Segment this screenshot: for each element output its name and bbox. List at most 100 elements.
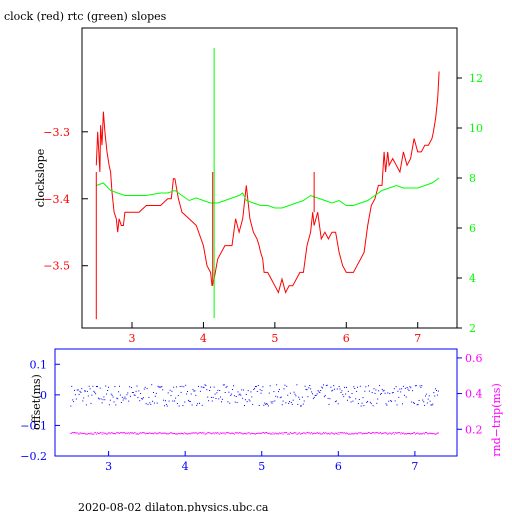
scatter-point-offset [423,401,425,403]
scatter-point-offset [348,396,350,398]
scatter-point-rnd-trip [161,433,163,435]
scatter-point-offset [164,405,165,407]
scatter-point-rnd-trip [101,433,103,435]
scatter-point-rnd-trip [83,433,85,434]
scatter-point-rnd-trip [162,432,164,434]
scatter-point-offset [97,397,99,399]
scatter-point-rnd-trip [405,433,407,435]
scatter-point-rnd-trip [177,432,179,434]
scatter-point-offset [213,386,215,388]
scatter-point-offset [379,385,381,387]
scatter-point-offset [142,398,143,400]
scatter-point-offset [119,385,120,387]
scatter-point-rnd-trip [149,432,151,434]
scatter-point-offset [305,388,307,390]
scatter-point-rnd-trip [244,432,245,434]
scatter-point-offset [419,385,421,387]
scatter-point-offset [85,390,86,392]
scatter-point-offset [175,397,177,399]
scatter-point-offset [200,386,202,388]
scatter-point-rnd-trip [77,433,79,435]
scatter-point-offset [331,390,333,392]
scatter-point-rnd-trip [284,432,286,434]
scatter-point-rnd-trip [182,432,184,434]
scatter-point-offset [198,385,199,387]
scatter-point-rnd-trip [88,433,90,435]
scatter-point-rnd-trip [258,432,260,434]
scatter-point-offset [92,385,94,387]
scatter-point-rnd-trip [232,432,233,434]
scatter-point-rnd-trip [198,432,199,434]
scatter-point-offset [327,397,329,399]
scatter-point-offset [217,389,219,391]
scatter-point-offset [134,394,136,396]
scatter-point-offset [352,400,354,402]
scatter-point-rnd-trip [247,432,249,434]
scatter-point-offset [89,388,91,390]
scatter-point-rnd-trip [142,432,143,434]
scatter-point-offset [143,388,145,390]
top-frame [81,27,458,329]
scatter-point-offset [307,396,309,398]
scatter-point-rnd-trip [391,433,392,435]
scatter-point-rnd-trip [132,432,134,434]
scatter-point-offset [427,398,429,400]
scatter-point-offset [343,396,345,398]
scatter-point-offset [398,396,400,398]
scatter-point-offset [110,393,112,395]
scatter-point-offset [387,392,389,394]
scatter-point-rnd-trip [165,433,167,435]
scatter-point-offset [162,389,164,391]
scatter-point-rnd-trip [230,433,232,435]
scatter-point-offset [264,402,266,404]
scatter-point-rnd-trip [393,433,395,435]
scatter-point-rnd-trip [391,432,393,434]
scatter-point-offset [249,400,251,402]
scatter-point-rnd-trip [289,432,291,433]
scatter-point-rnd-trip [416,432,418,434]
scatter-point-offset [406,387,408,388]
scatter-point-rnd-trip [147,433,149,434]
scatter-point-rnd-trip [173,433,175,435]
scatter-point-offset [104,399,106,401]
scatter-point-rnd-trip [339,432,341,434]
scatter-point-offset [413,402,414,404]
scatter-point-rnd-trip [210,432,211,434]
scatter-point-rnd-trip [163,432,165,434]
scatter-point-rnd-trip [264,432,266,434]
scatter-point-offset [377,398,379,400]
scatter-point-rnd-trip [302,432,304,434]
scatter-point-offset [382,390,384,392]
scatter-point-offset [209,390,211,391]
scatter-point-offset [180,391,182,393]
scatter-point-offset [133,394,135,396]
scatter-point-rnd-trip [300,433,302,435]
scatter-point-offset [400,391,402,393]
scatter-point-offset [187,391,188,392]
y-tick-label-bottom-0: 0 [40,389,47,402]
scatter-point-rnd-trip [193,432,195,434]
scatter-point-rnd-trip [119,432,120,434]
scatter-point-offset [418,400,420,401]
scatter-point-offset [426,402,428,404]
scatter-point-offset [335,400,337,402]
scatter-point-rnd-trip [399,432,401,434]
scatter-point-offset [434,395,436,397]
scatter-point-offset [99,387,101,389]
scatter-point-rnd-trip [176,433,177,435]
scatter-point-offset [243,389,245,391]
scatter-point-offset [73,401,75,403]
scatter-point-offset [329,398,331,400]
scatter-point-offset [316,393,318,395]
scatter-point-rnd-trip [315,432,317,434]
scatter-point-offset [381,388,383,390]
scatter-point-offset [191,404,193,406]
scatter-point-offset [334,401,336,403]
scatter-point-offset [295,395,297,397]
scatter-point-rnd-trip [308,432,310,434]
scatter-point-rnd-trip [288,433,290,435]
scatter-point-rnd-trip [226,432,228,433]
scatter-point-offset [71,385,73,387]
scatter-point-rnd-trip [421,433,423,435]
scatter-point-offset [214,393,216,395]
